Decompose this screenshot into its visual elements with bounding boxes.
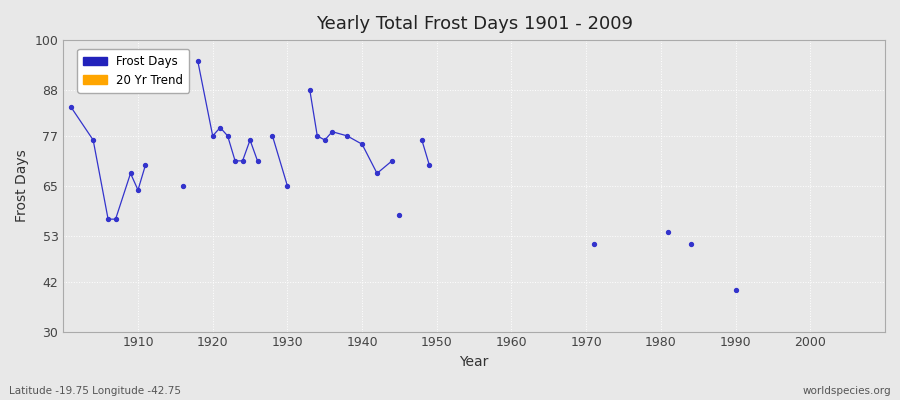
- Point: [587, 241, 601, 247]
- Point: [684, 241, 698, 247]
- Point: [392, 212, 407, 218]
- Text: worldspecies.org: worldspecies.org: [803, 386, 891, 396]
- Point: [123, 170, 138, 176]
- Point: [205, 133, 220, 139]
- Point: [266, 133, 280, 139]
- Point: [243, 137, 257, 143]
- Point: [318, 137, 332, 143]
- Point: [86, 137, 101, 143]
- Point: [176, 183, 190, 189]
- Point: [213, 124, 228, 131]
- Point: [64, 104, 78, 110]
- Legend: Frost Days, 20 Yr Trend: Frost Days, 20 Yr Trend: [77, 49, 189, 93]
- Point: [310, 133, 325, 139]
- Title: Yearly Total Frost Days 1901 - 2009: Yearly Total Frost Days 1901 - 2009: [316, 15, 633, 33]
- Point: [385, 158, 400, 164]
- Point: [728, 287, 742, 293]
- X-axis label: Year: Year: [460, 355, 489, 369]
- Point: [280, 183, 294, 189]
- Point: [220, 133, 235, 139]
- Point: [101, 216, 115, 222]
- Point: [355, 141, 369, 148]
- Point: [191, 58, 205, 64]
- Point: [422, 162, 436, 168]
- Point: [108, 216, 122, 222]
- Point: [302, 87, 317, 93]
- Point: [662, 228, 676, 235]
- Point: [236, 158, 250, 164]
- Y-axis label: Frost Days: Frost Days: [15, 150, 29, 222]
- Point: [228, 158, 242, 164]
- Point: [370, 170, 384, 176]
- Point: [340, 133, 355, 139]
- Point: [415, 137, 429, 143]
- Point: [139, 162, 153, 168]
- Text: Latitude -19.75 Longitude -42.75: Latitude -19.75 Longitude -42.75: [9, 386, 181, 396]
- Point: [130, 187, 145, 193]
- Point: [250, 158, 265, 164]
- Point: [325, 128, 339, 135]
